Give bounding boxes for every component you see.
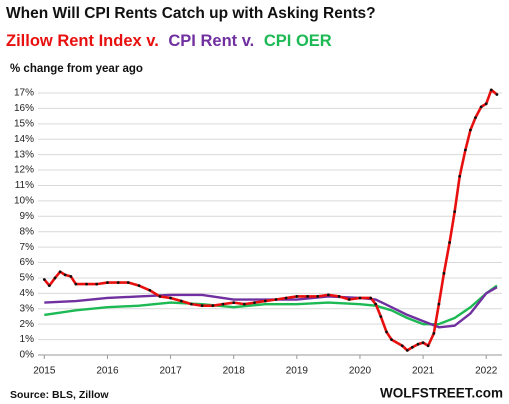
- data-point: [58, 270, 62, 274]
- data-point: [74, 282, 78, 286]
- data-point: [106, 281, 109, 284]
- x-tick-label: 2020: [349, 366, 372, 377]
- y-tick-label: 5%: [20, 273, 35, 284]
- data-point: [179, 299, 183, 303]
- source: Source: BLS, Zillow: [10, 389, 109, 401]
- data-point: [448, 241, 452, 244]
- legend-entry: Zillow Rent Index v.: [6, 32, 159, 50]
- data-point: [432, 332, 436, 335]
- data-point: [306, 295, 309, 298]
- data-point: [416, 342, 420, 346]
- x-tick-label: 2016: [96, 366, 119, 377]
- data-point: [263, 299, 267, 303]
- y-tick-label: 3%: [20, 303, 35, 314]
- y-tick-label: 8%: [20, 226, 35, 237]
- data-point: [316, 295, 320, 298]
- data-point: [53, 276, 57, 280]
- data-point: [463, 148, 467, 152]
- data-point: [274, 298, 278, 301]
- data-point: [326, 293, 330, 297]
- data-point: [400, 344, 404, 348]
- y-tick-label: 10%: [14, 196, 34, 207]
- data-point: [69, 275, 73, 278]
- y-tick-label: 0%: [20, 350, 35, 361]
- data-point: [169, 296, 172, 300]
- data-point: [232, 301, 236, 304]
- x-tick-label: 2017: [159, 366, 182, 377]
- data-point: [437, 302, 441, 306]
- x-tick-label: 2019: [286, 366, 309, 377]
- data-point: [385, 330, 388, 334]
- data-point: [390, 338, 393, 341]
- chart-subtitle: Zillow Rent Index v. CPI Rent v. CPI OER: [6, 32, 332, 50]
- data-point: [221, 302, 225, 306]
- data-point: [458, 174, 462, 178]
- data-point: [158, 295, 162, 298]
- data-point: [284, 296, 288, 300]
- x-tick-label: 2018: [223, 366, 246, 377]
- y-tick-label: 15%: [14, 118, 34, 129]
- data-point: [116, 281, 120, 284]
- series-line: [43, 88, 498, 352]
- data-point: [137, 284, 141, 288]
- y-tick-label: 4%: [20, 288, 35, 299]
- data-point: [200, 304, 204, 308]
- data-point: [85, 282, 89, 286]
- data-point: [47, 284, 51, 288]
- y-tick-label: 14%: [14, 134, 34, 145]
- data-point: [126, 281, 130, 284]
- data-point: [479, 105, 483, 109]
- data-point: [474, 116, 477, 120]
- data-point: [42, 278, 46, 281]
- y-tick-label: 12%: [14, 165, 34, 176]
- data-point: [358, 296, 362, 300]
- legend-entry: CPI OER: [264, 32, 332, 50]
- y-tick-label: 2%: [20, 319, 35, 330]
- data-point: [379, 315, 383, 318]
- data-point: [337, 295, 341, 298]
- data-point: [374, 302, 378, 306]
- data-point: [484, 102, 488, 106]
- data-point: [243, 302, 246, 306]
- y-tick-label: 16%: [14, 103, 34, 114]
- data-point: [426, 344, 430, 348]
- data-point: [148, 288, 152, 292]
- data-point: [295, 295, 299, 298]
- data-point: [405, 348, 409, 352]
- data-point: [63, 273, 67, 277]
- x-tick-label: 2021: [412, 366, 435, 377]
- data-point: [421, 341, 425, 345]
- y-axis-label: % change from year ago: [10, 63, 143, 75]
- data-point: [253, 301, 256, 304]
- legend-entry: CPI Rent v.: [168, 32, 254, 50]
- data-point: [369, 296, 373, 300]
- y-tick-label: 7%: [20, 242, 35, 253]
- data-point: [469, 128, 472, 132]
- data-point: [410, 345, 414, 349]
- series-line: [44, 284, 498, 326]
- data-point: [495, 93, 499, 96]
- y-tick-label: 6%: [20, 257, 35, 268]
- data-point: [442, 271, 446, 275]
- y-tick-label: 9%: [20, 211, 35, 222]
- x-tick-label: 2022: [475, 366, 498, 377]
- brand: WOLFSTREET.com: [380, 386, 503, 401]
- data-point: [347, 298, 351, 301]
- data-point: [190, 302, 193, 306]
- y-tick-label: 11%: [15, 180, 34, 191]
- y-tick-label: 13%: [14, 149, 34, 160]
- data-point: [211, 304, 215, 308]
- y-tick-label: 1%: [20, 334, 35, 345]
- x-tick-label: 2015: [33, 366, 56, 377]
- data-point: [95, 282, 99, 286]
- data-point: [453, 210, 457, 214]
- chart-title: When Will CPI Rents Catch up with Asking…: [6, 5, 376, 22]
- data-point: [489, 88, 493, 92]
- y-tick-label: 17%: [14, 88, 34, 99]
